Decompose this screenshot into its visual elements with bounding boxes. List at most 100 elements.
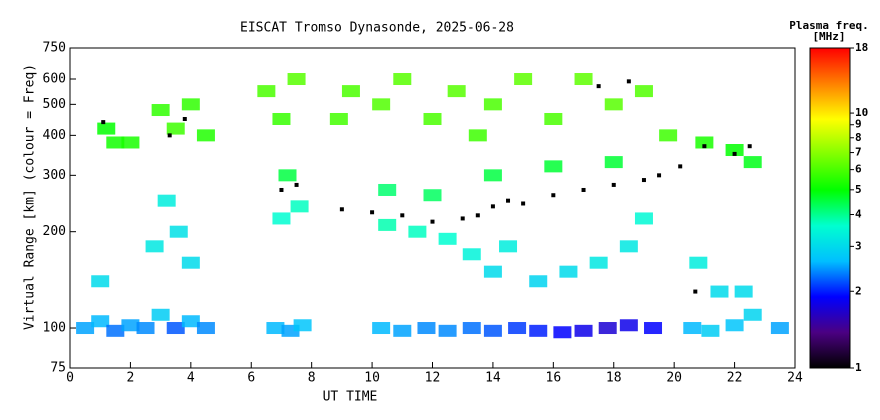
data-point	[462, 322, 481, 335]
data-point	[290, 200, 309, 213]
plot-frame	[69, 47, 796, 369]
data-point	[743, 156, 762, 169]
data-point	[483, 265, 502, 278]
peak-point	[279, 187, 284, 192]
x-tick-label: 16	[546, 371, 562, 386]
data-point	[725, 319, 744, 332]
data-point	[97, 122, 116, 135]
x-tick-label: 2	[127, 371, 135, 386]
peak-point	[551, 193, 556, 198]
data-point	[634, 85, 653, 98]
y-tick-label: 100	[43, 321, 66, 336]
data-point	[725, 144, 744, 157]
x-tick-label: 6	[247, 371, 255, 386]
data-point	[372, 322, 391, 335]
peak-point	[400, 213, 405, 218]
colorbar-tick-label: 9	[855, 118, 862, 131]
peak-point	[641, 178, 646, 183]
colorbar-tick-label: 18	[855, 41, 868, 54]
data-point	[483, 324, 502, 337]
data-point	[196, 322, 215, 335]
data-point	[695, 136, 714, 149]
data-point	[438, 232, 457, 245]
x-tick-label: 20	[666, 371, 682, 386]
colorbar-title: Plasma freq.	[789, 19, 868, 32]
data-point	[423, 189, 442, 202]
x-axis-title: UT TIME	[323, 390, 378, 405]
data-point	[151, 308, 170, 321]
x-tick-label: 8	[308, 371, 316, 386]
data-point	[559, 265, 578, 278]
colorbar-unit: [MHz]	[812, 30, 845, 43]
x-tick-label: 22	[727, 371, 743, 386]
data-point	[483, 169, 502, 182]
data-point	[598, 322, 617, 335]
data-point	[121, 319, 140, 332]
data-point	[76, 322, 95, 335]
data-point	[683, 322, 702, 335]
data-point	[181, 98, 200, 111]
colorbar-tick-label: 1	[855, 361, 862, 374]
y-tick-label: 200	[43, 224, 66, 239]
data-point	[166, 322, 185, 335]
data-point	[417, 322, 436, 335]
peak-point	[702, 144, 707, 149]
data-point	[499, 240, 518, 253]
peak-point	[732, 151, 737, 156]
data-point	[447, 85, 466, 98]
peak-point	[596, 84, 601, 89]
colorbar-tick-label: 4	[855, 208, 862, 221]
data-point	[468, 129, 487, 142]
peak-point	[693, 289, 698, 294]
colorbar-tick-label: 10	[855, 106, 868, 119]
data-point	[544, 160, 563, 173]
data-point	[145, 240, 164, 253]
data-point	[701, 324, 720, 337]
data-point	[619, 240, 638, 253]
colorbar-tick-label: 3	[855, 239, 862, 252]
peak-point	[581, 187, 586, 192]
x-tick-label: 18	[606, 371, 622, 386]
data-point	[151, 104, 170, 117]
peak-point	[370, 210, 375, 215]
x-tick-label: 4	[187, 371, 195, 386]
x-tick-label: 0	[66, 371, 74, 386]
data-point	[393, 324, 412, 337]
data-point	[329, 112, 348, 125]
data-point	[393, 73, 412, 86]
y-axis-title: Virtual Range [km] (colour = Freq)	[23, 64, 38, 330]
data-point	[341, 85, 360, 98]
data-point	[272, 212, 291, 225]
x-tick-label: 10	[364, 371, 380, 386]
data-point	[157, 194, 176, 207]
peak-point	[747, 144, 752, 149]
data-point	[408, 225, 427, 238]
data-point	[659, 129, 678, 142]
data-point	[710, 285, 729, 298]
peak-point	[460, 216, 465, 221]
x-tick-label: 24	[787, 371, 803, 386]
data-point	[181, 315, 200, 328]
data-point	[604, 98, 623, 111]
data-point	[266, 322, 285, 335]
colorbar-tick-label: 5	[855, 183, 862, 196]
data-point	[106, 324, 125, 337]
colorbar-tick-label: 6	[855, 163, 862, 176]
colorbar-tick-label: 7	[855, 146, 862, 159]
peak-point	[475, 213, 480, 218]
x-tick-label: 14	[485, 371, 501, 386]
data-point	[378, 218, 397, 231]
data-point	[438, 324, 457, 337]
peak-point	[167, 133, 172, 138]
data-point	[372, 98, 391, 111]
data-point	[287, 73, 306, 86]
data-point	[196, 129, 215, 142]
peak-point	[101, 120, 106, 125]
data-point	[553, 326, 572, 339]
data-point	[508, 322, 527, 335]
data-point	[272, 112, 291, 125]
peak-point	[657, 173, 662, 178]
peak-point	[521, 201, 526, 206]
y-tick-label: 500	[43, 97, 66, 112]
